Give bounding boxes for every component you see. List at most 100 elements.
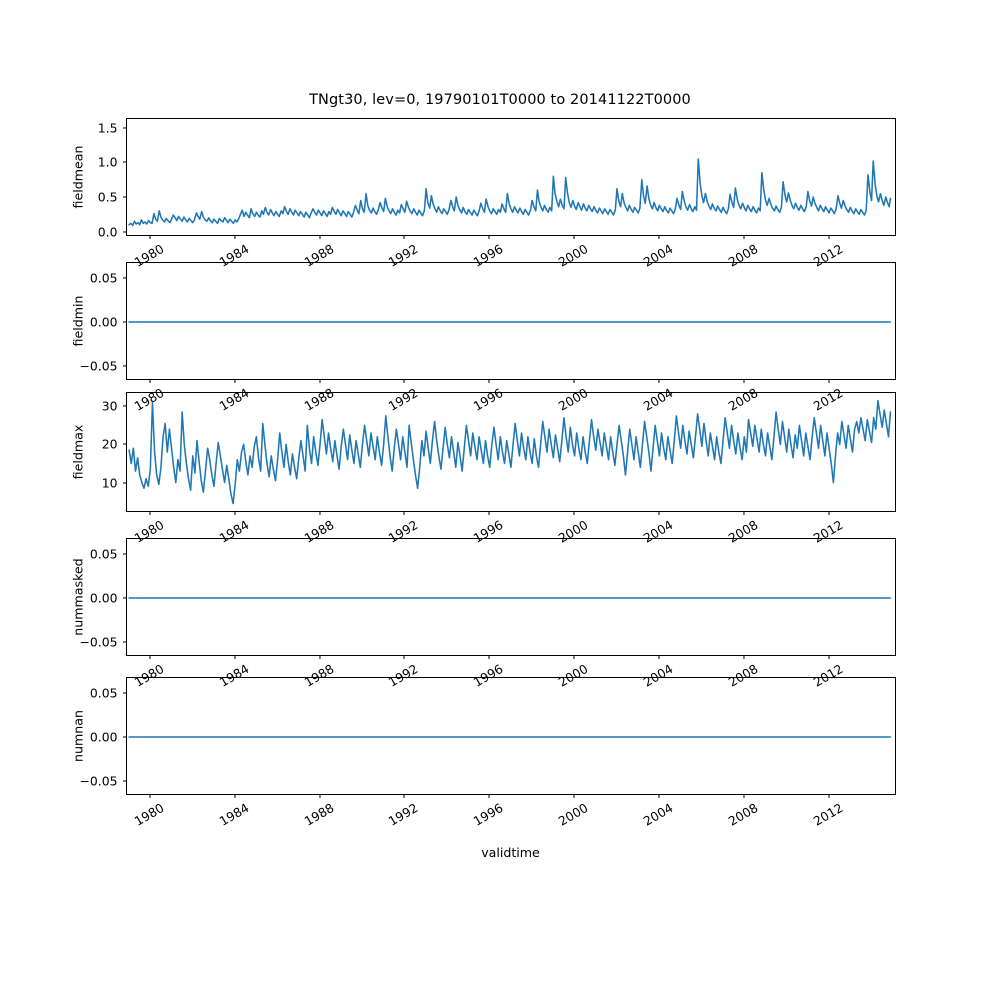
x-tick-mark [573,511,575,515]
x-tick-mark [573,235,575,239]
x-tick-mark [234,655,236,659]
data-line-fieldmax [127,399,891,505]
y-tick-mark [122,127,127,129]
y-tick-label: 20 [101,436,118,452]
figure-title: TNgt30, lev=0, 19790101T0000 to 20141122… [309,92,691,108]
axes-panel-fieldmean: 0.0 0.5 1.0 1.5 1980 1984 1988 1992 1996 2000 2004… [98,118,896,270]
axes-panel-fieldmin: −0.05 0.00 0.05 1980 1984 1988 1992 1996 2000 200… [80,262,896,414]
x-tick-mark [828,235,830,239]
x-tick-label: 2012 [810,800,846,829]
x-tick-mark [149,235,151,239]
y-tick-label: 0.05 [89,685,118,701]
y-tick-label: −0.05 [79,358,118,374]
y-tick-mark [122,443,127,445]
x-tick-mark [743,655,745,659]
x-tick-mark [828,511,830,515]
y-tick-mark [122,481,127,484]
y-tick-mark [122,736,127,738]
x-tick-mark [658,235,660,239]
x-tick-mark [743,235,745,239]
x-tick-mark [828,794,830,798]
y-tick-label: 0.05 [89,270,118,286]
data-line-nummasked [127,597,891,599]
y-axis-label-fieldmax: fieldmax [70,424,86,480]
x-tick-mark [234,235,236,239]
x-tick-mark [318,379,321,383]
y-tick-mark [122,365,127,367]
x-tick-mark [573,655,575,659]
y-tick-mark [122,231,127,233]
x-tick-mark [149,379,151,383]
plot-area-nummasked [127,539,895,655]
x-tick-mark [403,655,405,659]
x-tick-mark [403,511,405,515]
x-tick-mark [234,794,236,798]
x-tick-mark [234,379,236,383]
x-tick-mark [403,379,405,383]
x-tick-mark [403,235,405,239]
x-tick-mark [743,794,745,798]
y-tick-mark [122,692,127,694]
y-tick-mark [122,277,127,279]
y-axis-label-numnan: numnan [70,710,86,762]
y-axis-label-fieldmin: fieldmin [70,295,86,347]
x-tick-label: 1980 [131,800,167,829]
y-tick-mark [122,161,127,163]
x-tick-mark [488,379,490,383]
y-tick-label: 0.5 [97,189,118,205]
x-tick-label: 1984 [216,800,252,829]
y-tick-mark [122,780,127,782]
data-line-fieldmin [127,321,891,323]
x-tick-label: 1992 [386,800,421,829]
y-tick-label: 1.0 [97,154,118,170]
x-tick-label: 2008 [725,800,761,829]
y-tick-label: 0.0 [97,224,118,240]
x-axis-label: validtime [481,845,540,860]
x-tick-label: 1996 [470,800,506,829]
y-tick-label: 0.00 [89,729,118,745]
axes-panel-fieldmax: 10 20 30 1980 1984 1988 1992 1996 2000 2004 2008 20… [102,392,896,546]
axes-panel-numnan: −0.05 0.00 0.05 1980 1984 1988 1992 1996 2000 200… [80,677,896,829]
y-axis-label-nummasked: nummasked [70,558,86,636]
x-tick-mark [658,794,660,798]
plot-area-fieldmean [127,119,895,235]
y-tick-mark [122,405,127,407]
x-tick-mark [318,794,321,798]
y-tick-label: 10 [101,475,118,491]
y-tick-label: 0.00 [89,590,118,606]
x-tick-mark [573,379,575,383]
x-tick-mark [149,511,151,515]
x-tick-mark [403,794,405,798]
axes-panel-nummasked: −0.05 0.00 0.05 1980 1984 1988 1992 1996 2000 200… [80,538,896,690]
x-tick-label: 2004 [640,800,676,829]
plot-area-fieldmin [127,263,895,379]
x-tick-mark [488,794,490,798]
y-tick-mark [122,321,127,323]
x-tick-mark [488,655,490,659]
x-tick-mark [234,511,236,515]
y-tick-label: 0.00 [89,314,118,330]
x-tick-mark [658,655,660,659]
x-tick-mark [828,655,830,659]
x-tick-mark [488,511,490,515]
x-tick-mark [318,655,321,659]
data-line-fieldmean [127,158,891,227]
y-tick-mark [122,641,127,643]
y-tick-label: −0.05 [79,773,118,789]
y-tick-label: −0.05 [79,634,118,650]
x-tick-mark [149,655,151,659]
y-axis-label-fieldmean: fieldmean [70,145,86,209]
data-line-numnan [127,736,891,738]
y-tick-label: 30 [101,398,118,414]
y-tick-mark [122,597,127,599]
x-tick-mark [318,235,321,239]
x-tick-mark [488,235,490,239]
y-tick-mark [122,196,127,198]
x-tick-mark [743,379,745,383]
y-tick-label: 0.05 [89,546,118,562]
x-tick-mark [658,511,660,515]
x-tick-mark [828,379,830,383]
x-tick-label: 1988 [301,800,337,829]
plot-area-numnan [127,678,895,794]
